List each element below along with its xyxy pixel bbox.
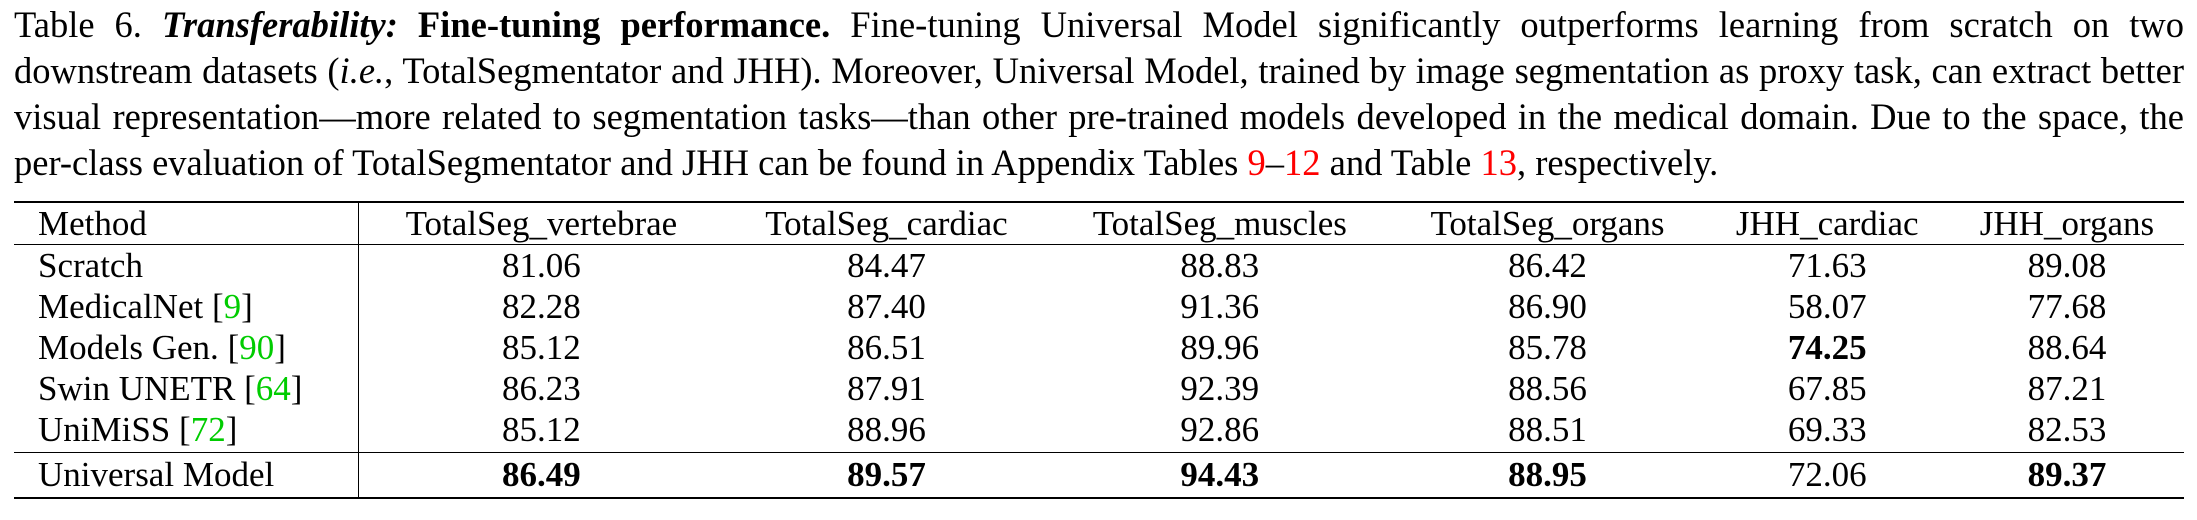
method-cell: Swin UNETR [64] xyxy=(14,368,359,409)
value-cell-best: 88.95 xyxy=(1390,452,1705,499)
value-cell: 87.21 xyxy=(2027,368,2107,408)
method-cell: Scratch xyxy=(14,244,359,286)
citation-link[interactable]: 64 xyxy=(255,368,291,408)
header-totalseg-organs: TotalSeg_organs xyxy=(1390,201,1705,245)
value-cell: 82.53 xyxy=(2027,409,2107,449)
value-cell: 85.12 xyxy=(502,409,581,449)
caption-text-3: and Table xyxy=(1320,142,1481,183)
value-cell: 86.90 xyxy=(1508,286,1587,326)
results-table-wrapper: Method TotalSeg_vertebrae TotalSeg_cardi… xyxy=(14,201,2184,499)
value-cell: 87.40 xyxy=(847,286,926,326)
value-cell: 86.23 xyxy=(502,368,581,408)
header-method: Method xyxy=(14,201,359,245)
table-caption: Table 6. Transferability: Fine-tuning pe… xyxy=(14,2,2184,186)
table-row-swin-unetr: Swin UNETR [64] 86.23 87.91 92.39 88.56 … xyxy=(14,368,2184,409)
value-cell: 67.85 xyxy=(1787,368,1867,408)
value-cell: 88.64 xyxy=(2027,327,2107,367)
value-cell: 85.12 xyxy=(502,327,581,367)
value-cell: 69.33 xyxy=(1787,409,1867,449)
value-cell-best: 74.25 xyxy=(1787,327,1867,367)
header-jhh-organs: JHH_organs xyxy=(1949,201,2184,245)
value-cell: 77.68 xyxy=(2027,286,2107,326)
citation-link[interactable]: 90 xyxy=(239,327,275,367)
header-totalseg-vertebrae: TotalSeg_vertebrae xyxy=(358,201,724,245)
header-totalseg-muscles: TotalSeg_muscles xyxy=(1049,201,1391,245)
value-cell: 86.42 xyxy=(1508,245,1587,285)
table-header-row: Method TotalSeg_vertebrae TotalSeg_cardi… xyxy=(14,201,2184,245)
caption-ref-table-12[interactable]: 12 xyxy=(1284,142,1321,183)
value-cell: 87.91 xyxy=(847,368,926,408)
value-cell: 92.39 xyxy=(1180,368,1260,408)
header-jhh-cardiac: JHH_cardiac xyxy=(1704,201,1950,245)
caption-text-4: , respectively. xyxy=(1516,142,1719,183)
value-cell: 71.63 xyxy=(1787,245,1867,285)
method-name: Scratch xyxy=(38,245,143,285)
value-cell: 88.96 xyxy=(847,409,926,449)
value-cell: 72.06 xyxy=(1704,452,1950,499)
value-cell: 58.07 xyxy=(1787,286,1867,326)
method-name: UniMiSS xyxy=(38,409,180,449)
citation-link[interactable]: 9 xyxy=(223,286,242,326)
value-cell-best: 94.43 xyxy=(1049,452,1391,499)
caption-label: Table 6. xyxy=(14,4,142,45)
caption-ref-table-13[interactable]: 13 xyxy=(1480,142,1517,183)
caption-dash: – xyxy=(1265,142,1284,183)
method-name: Models Gen. xyxy=(38,327,228,367)
value-cell-best: 89.57 xyxy=(723,452,1050,499)
table-row-universal-model: Universal Model 86.49 89.57 94.43 88.95 … xyxy=(14,452,2184,499)
value-cell-best: 86.49 xyxy=(358,452,724,499)
method-cell: Models Gen. [90] xyxy=(14,327,359,368)
caption-text-2: , TotalSegmentator and JHH). Moreover, U… xyxy=(14,50,2184,183)
citation-link[interactable]: 72 xyxy=(190,409,226,449)
header-totalseg-cardiac: TotalSeg_cardiac xyxy=(723,201,1050,245)
method-cell: Universal Model xyxy=(14,452,359,499)
value-cell: 86.51 xyxy=(847,327,926,367)
value-cell: 89.96 xyxy=(1180,327,1260,367)
table-row-models-gen: Models Gen. [90] 85.12 86.51 89.96 85.78… xyxy=(14,327,2184,368)
results-table: Method TotalSeg_vertebrae TotalSeg_cardi… xyxy=(14,201,2184,499)
value-cell: 85.78 xyxy=(1508,327,1587,367)
value-cell: 88.51 xyxy=(1508,409,1587,449)
table-row-medicalnet: MedicalNet [9] 82.28 87.40 91.36 86.90 5… xyxy=(14,286,2184,327)
value-cell: 84.47 xyxy=(847,245,926,285)
method-cell: MedicalNet [9] xyxy=(14,286,359,327)
value-cell: 91.36 xyxy=(1180,286,1260,326)
value-cell: 89.08 xyxy=(2027,245,2107,285)
value-cell: 82.28 xyxy=(502,286,581,326)
method-cell: UniMiSS [72] xyxy=(14,409,359,453)
method-name: MedicalNet xyxy=(38,286,212,326)
value-cell: 88.56 xyxy=(1508,368,1587,408)
value-cell: 88.83 xyxy=(1180,245,1260,285)
caption-title-italic: Transferability: xyxy=(161,4,398,45)
method-name: Swin UNETR xyxy=(38,368,245,408)
caption-ref-table-9[interactable]: 9 xyxy=(1247,142,1266,183)
value-cell-best: 89.37 xyxy=(1949,452,2184,499)
caption-title-bold: Fine-tuning performance. xyxy=(417,4,831,45)
caption-text-1: Fine-tuning Universal Model significantl… xyxy=(14,4,2185,91)
table-row-unimiss: UniMiSS [72] 85.12 88.96 92.86 88.51 69.… xyxy=(14,409,2184,453)
caption-text-ie: i.e. xyxy=(339,50,385,91)
value-cell: 81.06 xyxy=(502,245,581,285)
value-cell: 92.86 xyxy=(1180,409,1260,449)
table-row-scratch: Scratch 81.06 84.47 88.83 86.42 71.63 89… xyxy=(14,244,2184,286)
